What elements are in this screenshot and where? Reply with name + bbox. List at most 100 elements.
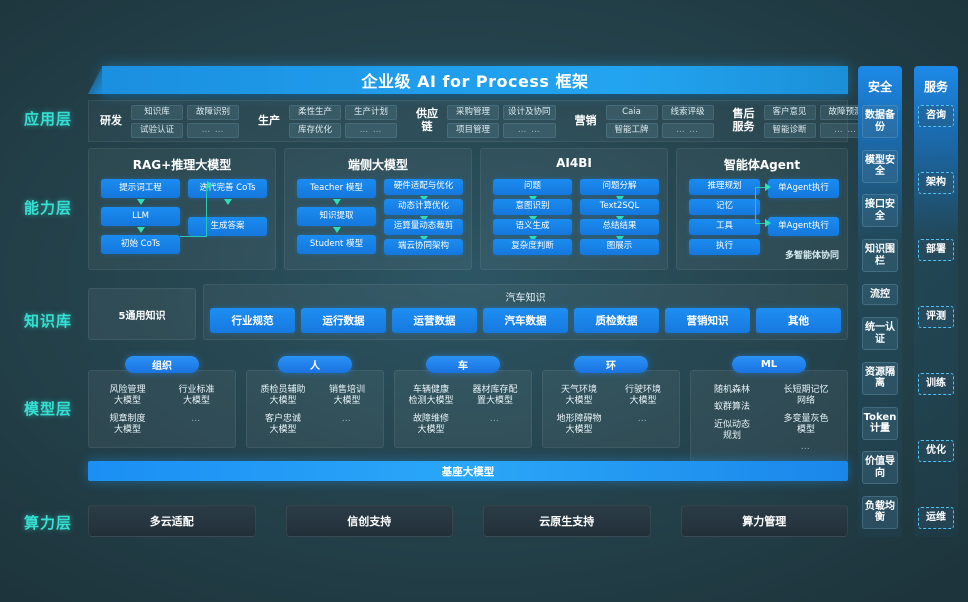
compute-box[interactable]: 云原生支持 (483, 505, 651, 537)
rail-item[interactable]: 评测 (918, 306, 954, 328)
app-chip[interactable]: 柔性生产 (289, 104, 341, 120)
capability-node[interactable]: 记忆 (689, 199, 760, 215)
model-item[interactable]: … (191, 413, 202, 424)
model-item[interactable]: 长短期记忆 网络 (783, 385, 829, 407)
app-chip[interactable]: 智能诊断 (763, 122, 816, 138)
rail-item[interactable]: 流控 (862, 283, 898, 306)
app-chip[interactable]: … … (345, 122, 397, 138)
model-item[interactable]: 质检员辅助 大模型 (260, 385, 306, 407)
rail-item[interactable]: 训练 (918, 373, 954, 395)
knowledge-chip[interactable]: 质检数据 (574, 308, 659, 333)
model-item[interactable]: 近似动态 规划 (713, 419, 750, 441)
model-item[interactable]: 车辆健康 检测大模型 (408, 385, 454, 407)
model-item[interactable]: … (800, 442, 812, 452)
app-chip[interactable]: 项目管理 (447, 122, 499, 138)
model-category-pill[interactable]: 环 (574, 356, 648, 373)
capability-node[interactable]: 知识提取 (297, 207, 376, 226)
app-chip[interactable]: 客户意见 (763, 104, 816, 120)
capability-node[interactable]: Student 模型 (297, 235, 376, 254)
app-chip[interactable]: 智能工牌 (605, 122, 658, 138)
capability-node[interactable]: Text2SQL (580, 199, 659, 215)
app-chip[interactable]: … … (503, 122, 556, 138)
capability-node[interactable]: 单Agent执行 (768, 217, 839, 236)
model-item[interactable]: … (341, 413, 353, 424)
rail-item[interactable]: 咨询 (918, 105, 954, 127)
knowledge-chip[interactable]: 其他 (756, 308, 841, 333)
model-item[interactable]: 客户忠诚 大模型 (264, 413, 301, 435)
capability-node[interactable]: 迭代完善 CoTs (188, 179, 267, 198)
capability-node[interactable]: LLM (101, 207, 180, 226)
compute-box[interactable]: 算力管理 (680, 505, 848, 537)
model-item[interactable]: … (489, 413, 501, 424)
capability-node[interactable]: 图展示 (580, 239, 659, 255)
app-chip[interactable]: 生产计划 (345, 104, 397, 120)
capability-node[interactable]: 生成答案 (188, 217, 267, 236)
rail-item[interactable]: 部署 (918, 239, 954, 261)
base-model-bar[interactable]: 基座大模型 (88, 461, 848, 481)
rail-item[interactable]: 架构 (918, 172, 954, 194)
knowledge-chip[interactable]: 运营数据 (392, 308, 477, 333)
app-chip[interactable]: 线索评级 (661, 104, 714, 120)
compute-box[interactable]: 信创支持 (285, 505, 453, 537)
rail-item[interactable]: 数据备份 (862, 105, 898, 138)
rail-item[interactable]: 模型安全 (862, 149, 898, 183)
rail-item[interactable]: 统一认证 (862, 317, 898, 351)
capability-node[interactable]: 端云协同架构 (384, 239, 463, 255)
rail-item[interactable]: 价值导向 (862, 451, 898, 485)
capability-node[interactable]: 意图识别 (493, 199, 572, 215)
rail-item[interactable]: 运维 (918, 507, 954, 529)
knowledge-chip[interactable]: 行业规范 (210, 308, 295, 333)
knowledge-chip[interactable]: 运行数据 (301, 308, 386, 333)
capability-node[interactable]: 问题 (493, 179, 572, 195)
rail-item[interactable]: 负载均衡 (862, 495, 898, 529)
capability-node[interactable]: 工具 (689, 219, 760, 235)
app-chip[interactable]: 试验认证 (131, 122, 183, 138)
knowledge-chip[interactable]: 营销知识 (665, 308, 750, 333)
model-item[interactable]: 风险管理 大模型 (109, 385, 146, 407)
rail-item[interactable]: Token计量 (862, 406, 898, 440)
capability-node[interactable]: 动态计算优化 (384, 199, 463, 215)
model-item[interactable]: 行驶环境 大模型 (624, 385, 661, 407)
capability-node[interactable]: 单Agent执行 (768, 179, 839, 198)
capability-node[interactable]: 初始 CoTs (101, 235, 180, 254)
model-item[interactable]: 多变量灰色 模型 (783, 413, 829, 435)
app-chip[interactable]: … … (661, 122, 714, 138)
model-category-pill[interactable]: 组织 (125, 356, 199, 373)
model-category-pill[interactable]: 车 (426, 356, 500, 373)
model-item[interactable]: 故障维修 大模型 (412, 413, 449, 435)
model-item[interactable]: 天气环境 大模型 (560, 385, 597, 407)
capability-node[interactable]: 总结结果 (580, 219, 659, 235)
model-category-pill[interactable]: ML (732, 356, 806, 373)
capability-node[interactable]: 执行 (689, 239, 760, 255)
app-chip[interactable]: 知识库 (131, 104, 183, 120)
compute-box[interactable]: 多云适配 (88, 505, 256, 537)
capability-node[interactable]: Teacher 模型 (297, 179, 376, 198)
model-item[interactable]: 器材库存配 置大模型 (472, 385, 518, 407)
model-item[interactable]: 行业标准 大模型 (178, 385, 215, 407)
model-item[interactable]: 地形障碍物 大模型 (556, 413, 602, 435)
rail-item[interactable]: 知识围栏 (862, 239, 898, 273)
rail-item[interactable]: 接口安全 (862, 194, 898, 228)
app-chip[interactable]: … … (187, 122, 239, 138)
model-item[interactable]: 规章制度 大模型 (109, 413, 146, 435)
capability-node[interactable]: 推理规划 (689, 179, 760, 195)
model-item[interactable]: 蚁群算法 (713, 402, 750, 413)
rail-item[interactable]: 资源隔离 (862, 361, 898, 395)
capability-node[interactable]: 语义生成 (493, 219, 572, 235)
model-category-pill[interactable]: 人 (278, 356, 352, 373)
app-chip[interactable]: 故障识别 (187, 104, 239, 120)
capability-node[interactable]: 提示词工程 (101, 179, 180, 198)
app-chip[interactable]: 设计及协同 (503, 104, 556, 120)
capability-node[interactable]: 运算量动态裁剪 (384, 219, 463, 235)
model-item[interactable]: 随机森林 (713, 385, 750, 395)
capability-node[interactable]: 硬件适配与优化 (384, 179, 463, 195)
capability-node[interactable]: 问题分解 (580, 179, 659, 195)
app-chip[interactable]: 采购管理 (447, 104, 499, 120)
model-item[interactable]: 销售培训 大模型 (328, 385, 365, 407)
model-item[interactable]: … (637, 413, 649, 424)
knowledge-general-box[interactable]: 5通用知识 (88, 288, 196, 340)
app-chip[interactable]: 库存优化 (289, 122, 341, 138)
capability-node[interactable]: 复杂度判断 (493, 239, 572, 255)
rail-item[interactable]: 优化 (918, 440, 954, 462)
app-chip[interactable]: Caia (605, 104, 658, 120)
